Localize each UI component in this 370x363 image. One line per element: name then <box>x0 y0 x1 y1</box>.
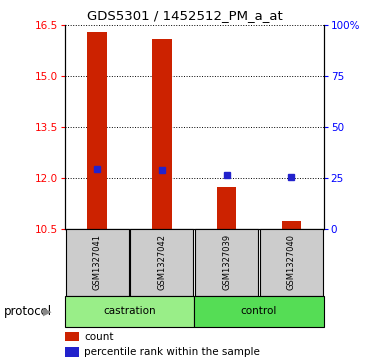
FancyBboxPatch shape <box>66 229 128 296</box>
FancyBboxPatch shape <box>195 229 258 296</box>
Text: GSM1327042: GSM1327042 <box>157 234 166 290</box>
FancyBboxPatch shape <box>260 229 323 296</box>
Text: GSM1327039: GSM1327039 <box>222 234 231 290</box>
Text: control: control <box>241 306 277 316</box>
Text: GSM1327040: GSM1327040 <box>287 234 296 290</box>
Bar <box>65 332 79 342</box>
Text: protocol: protocol <box>4 305 52 318</box>
Bar <box>282 221 301 229</box>
Text: GDS5301 / 1452512_PM_a_at: GDS5301 / 1452512_PM_a_at <box>87 9 283 22</box>
FancyBboxPatch shape <box>65 296 194 327</box>
Text: GSM1327041: GSM1327041 <box>92 234 102 290</box>
FancyBboxPatch shape <box>131 229 193 296</box>
Text: percentile rank within the sample: percentile rank within the sample <box>84 347 260 357</box>
Text: ▶: ▶ <box>43 306 51 316</box>
Bar <box>65 347 79 357</box>
Bar <box>152 39 172 229</box>
Bar <box>87 32 107 229</box>
FancyBboxPatch shape <box>194 296 324 327</box>
Text: castration: castration <box>103 306 156 316</box>
Bar <box>217 187 236 229</box>
Text: count: count <box>84 331 114 342</box>
